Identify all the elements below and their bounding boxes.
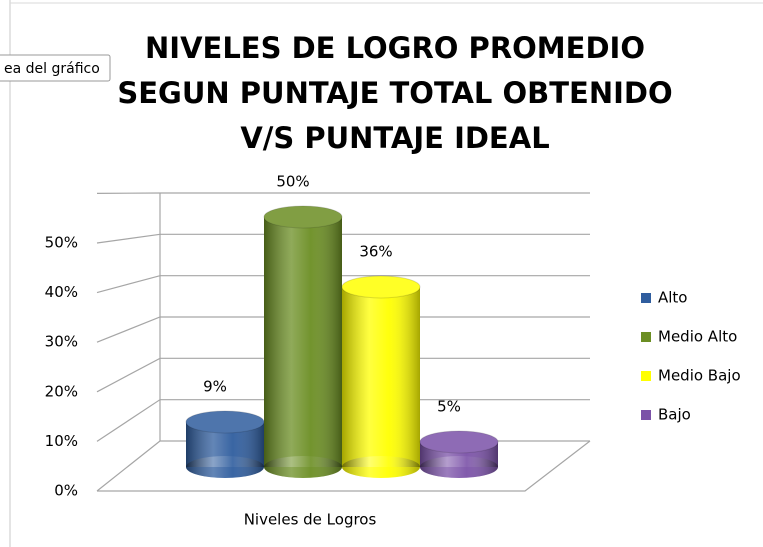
y-tick-label: 20% [45,382,78,400]
grid-line [96,316,590,343]
value-label: 5% [437,398,461,416]
bar-shade [342,287,420,467]
grid-line [96,357,590,393]
y-tick-label: 0% [54,482,78,500]
grid-line [96,233,590,244]
cylinder-top [341,275,421,299]
y-tick-label: 50% [45,234,78,252]
tooltip: ea del gráfico [4,61,100,77]
cylinder-top [419,430,499,454]
grid-line [96,399,590,442]
legend-swatch [641,410,651,420]
y-tick-label: 30% [45,333,78,351]
chart-title: V/S PUNTAJE IDEAL [240,121,549,155]
value-label: 50% [276,173,309,191]
y-tick-label: 10% [45,432,78,450]
y-tick-label: 40% [45,283,78,301]
value-label: 9% [203,378,227,396]
legend-swatch [641,332,651,342]
legend-swatch [641,371,651,381]
legend-swatch [641,293,651,303]
value-label: 36% [359,243,392,261]
cylinder-top [263,205,343,229]
bar-shade [264,217,342,467]
cylinder-top-shade [186,411,264,433]
x-category-label: Niveles de Logros [244,511,377,529]
cylinder-top-shade [342,276,420,298]
legend-label: Medio Alto [658,328,737,346]
cylinder-top-shade [264,206,342,228]
tooltip-box [0,54,111,82]
legend-label: Bajo [658,406,691,424]
floor [97,440,591,492]
grid-line [96,275,590,294]
legend-label: Medio Bajo [658,367,741,385]
chart-title: NIVELES DE LOGRO PROMEDIO [145,31,645,65]
legend-label: Alto [658,289,688,307]
cylinder-top-shade [420,431,498,453]
chart-title: SEGUN PUNTAJE TOTAL OBTENIDO [117,76,672,110]
